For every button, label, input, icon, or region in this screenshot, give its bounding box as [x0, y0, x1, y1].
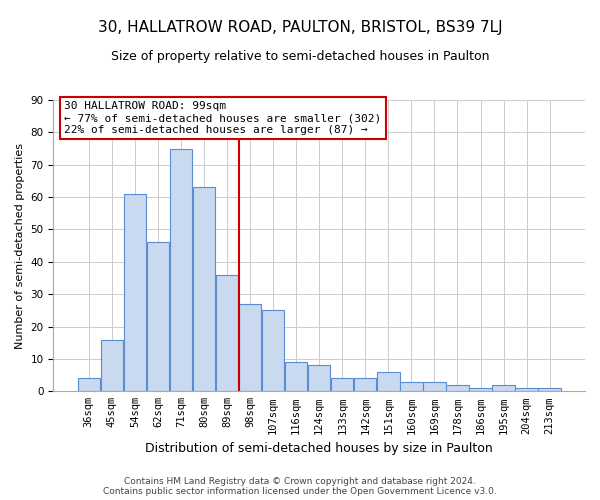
Text: 30, HALLATROW ROAD, PAULTON, BRISTOL, BS39 7LJ: 30, HALLATROW ROAD, PAULTON, BRISTOL, BS… [98, 20, 502, 35]
Bar [216, 275, 238, 392]
Y-axis label: Number of semi-detached properties: Number of semi-detached properties [15, 142, 25, 348]
Bar [538, 388, 561, 392]
Bar [446, 385, 469, 392]
Bar [515, 388, 538, 392]
Bar [285, 362, 307, 392]
Bar [377, 372, 400, 392]
Bar [262, 310, 284, 392]
X-axis label: Distribution of semi-detached houses by size in Paulton: Distribution of semi-detached houses by … [145, 442, 493, 455]
Text: Contains public sector information licensed under the Open Government Licence v3: Contains public sector information licen… [103, 487, 497, 496]
Bar [170, 148, 192, 392]
Bar [469, 388, 491, 392]
Bar [331, 378, 353, 392]
Bar [147, 242, 169, 392]
Bar [193, 188, 215, 392]
Bar [308, 366, 331, 392]
Bar [101, 340, 123, 392]
Text: Contains HM Land Registry data © Crown copyright and database right 2024.: Contains HM Land Registry data © Crown c… [124, 477, 476, 486]
Bar [354, 378, 376, 392]
Bar [77, 378, 100, 392]
Bar [239, 304, 261, 392]
Text: 30 HALLATROW ROAD: 99sqm
← 77% of semi-detached houses are smaller (302)
22% of : 30 HALLATROW ROAD: 99sqm ← 77% of semi-d… [64, 102, 381, 134]
Text: Size of property relative to semi-detached houses in Paulton: Size of property relative to semi-detach… [111, 50, 489, 63]
Bar [124, 194, 146, 392]
Bar [400, 382, 422, 392]
Bar [493, 385, 515, 392]
Bar [423, 382, 446, 392]
